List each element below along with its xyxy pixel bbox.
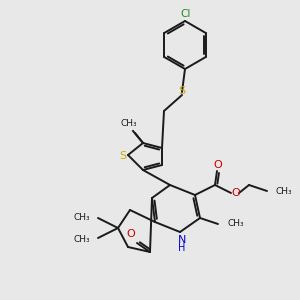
Text: CH₃: CH₃ bbox=[74, 212, 90, 221]
Text: CH₃: CH₃ bbox=[276, 187, 292, 196]
Text: O: O bbox=[232, 188, 240, 198]
Text: O: O bbox=[127, 229, 135, 239]
Text: CH₃: CH₃ bbox=[121, 119, 137, 128]
Text: H: H bbox=[178, 243, 186, 253]
Text: N: N bbox=[178, 235, 186, 245]
Text: CH₃: CH₃ bbox=[74, 235, 90, 244]
Text: Cl: Cl bbox=[181, 9, 191, 19]
Text: S: S bbox=[178, 86, 186, 96]
Text: O: O bbox=[214, 160, 222, 170]
Text: CH₃: CH₃ bbox=[227, 220, 244, 229]
Text: S: S bbox=[119, 151, 127, 161]
